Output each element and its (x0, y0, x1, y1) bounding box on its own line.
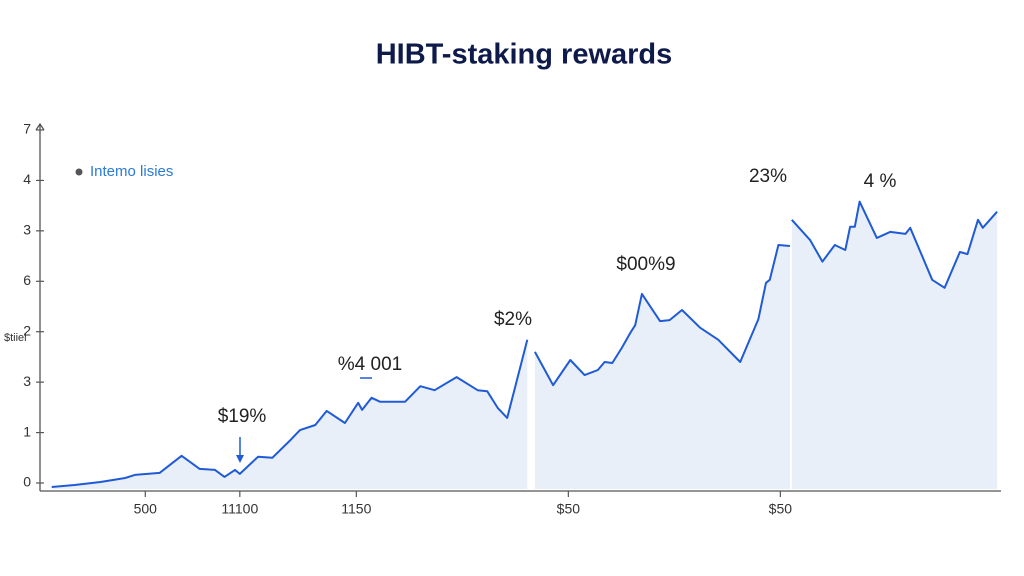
annotation: $2% (494, 309, 532, 330)
plot: 0 1 3 2 6 3 4 7 500 11100 1150 $50 $50 23% 4 % $00%9 $2%… (23, 121, 998, 517)
annotation-arrowhead (236, 455, 244, 463)
x-tick-label: $50 (557, 501, 581, 517)
x-tick-label: 11100 (221, 501, 258, 517)
x-tick-label: 1150 (341, 501, 371, 517)
y-tick-label: 7 (23, 121, 31, 137)
x-tick-label: $50 (769, 501, 793, 517)
y-tick-label: 3 (23, 373, 31, 389)
y-tick-label: 1 (23, 423, 31, 439)
legend-label: Intemo lisies (90, 163, 173, 180)
y-tick-label: 2 (23, 322, 31, 338)
legend-marker (75, 168, 83, 176)
y-tick-label: 3 (23, 222, 31, 238)
y-tick-label: 6 (23, 272, 31, 288)
y-axis-arrow (35, 122, 45, 131)
annotation: 23% (749, 166, 787, 187)
y-axis-label: $tiiel (4, 332, 27, 344)
y-tick-label: 4 (23, 171, 31, 187)
annotation: %4 001 (338, 354, 402, 375)
area-fill (51, 201, 998, 489)
annotation: $19% (218, 406, 267, 427)
annotation: 4 % (864, 171, 897, 192)
y-tick-label: 0 (23, 474, 31, 490)
chart-title: HIBT-staking rewards (376, 39, 673, 71)
line (51, 200, 998, 488)
x-tick-label: 500 (134, 501, 158, 517)
annotation: $00%9 (616, 254, 675, 275)
